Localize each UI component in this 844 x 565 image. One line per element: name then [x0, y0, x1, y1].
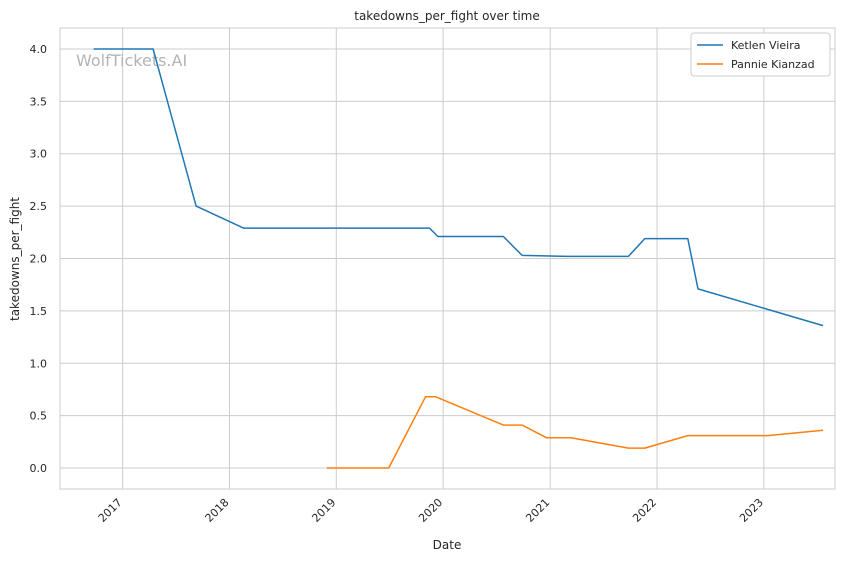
x-tick-label: 2021 — [523, 496, 552, 525]
chart-title: takedowns_per_fight over time — [354, 9, 540, 23]
x-tick-label: 2020 — [416, 496, 445, 525]
series-line-ketlen-vieira — [93, 48, 824, 327]
grid — [60, 28, 835, 489]
y-tick-label: 1.5 — [30, 305, 48, 318]
x-tick-label: 2022 — [630, 496, 659, 525]
y-axis-label: takedowns_per_fight — [8, 197, 22, 321]
series-line-pannie-kianzad — [326, 396, 824, 469]
x-tick-label: 2017 — [96, 496, 125, 525]
y-tick-label: 3.5 — [30, 95, 48, 108]
series-lines — [93, 48, 824, 469]
y-tick-label: 1.0 — [30, 357, 48, 370]
x-tick-label: 2018 — [203, 496, 232, 525]
x-tick-label: 2023 — [737, 496, 766, 525]
x-axis-ticks: 2017 2018 2019 2020 2021 2022 2023 — [96, 496, 766, 525]
y-tick-label: 4.0 — [30, 43, 48, 56]
watermark: WolfTickets.AI — [76, 51, 187, 70]
y-tick-label: 3.0 — [30, 148, 48, 161]
y-tick-label: 0.5 — [30, 410, 48, 423]
legend-box — [690, 32, 831, 77]
legend-label-pannie-kianzad: Pannie Kianzad — [731, 58, 815, 71]
y-tick-label: 2.0 — [30, 253, 48, 266]
legend: Ketlen Vieira Pannie Kianzad — [690, 32, 831, 77]
legend-label-ketlen-vieira: Ketlen Vieira — [731, 39, 800, 52]
x-axis-label: Date — [433, 538, 462, 552]
x-tick-label: 2019 — [309, 496, 338, 525]
y-axis-ticks: 0.0 0.5 1.0 1.5 2.0 2.5 3.0 3.5 4.0 — [30, 43, 48, 475]
y-tick-label: 2.5 — [30, 200, 48, 213]
y-tick-label: 0.0 — [30, 462, 48, 475]
